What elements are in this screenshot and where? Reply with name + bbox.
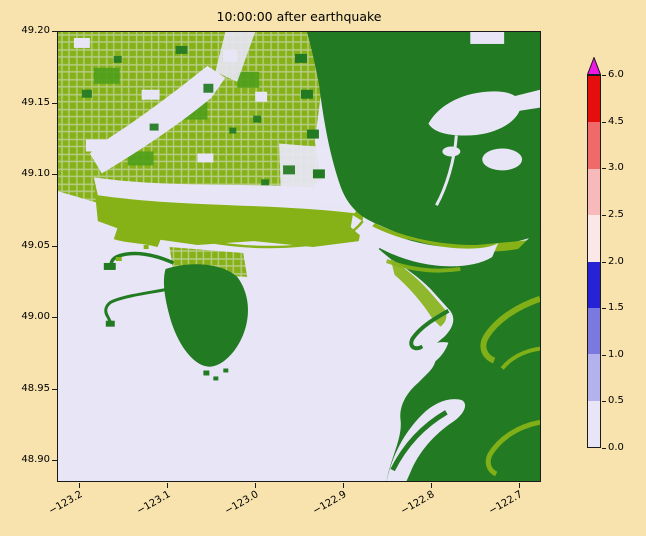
jetty-line-2	[104, 287, 170, 326]
colorbar-tick-mark	[602, 448, 606, 449]
y-axis-tick-label: 49.10	[21, 168, 50, 179]
southeast-highland-region	[378, 227, 540, 481]
y-tick-mark	[52, 174, 57, 175]
colorbar-segment	[588, 307, 600, 355]
y-tick-mark	[52, 317, 57, 318]
x-axis-tick-label: −123.0	[222, 489, 261, 518]
colorbar-tick-label: 4.5	[608, 116, 624, 127]
x-axis-tick-label: −122.7	[486, 489, 525, 518]
colorbar-segment	[588, 122, 600, 169]
river-channel	[89, 65, 226, 174]
colorbar-tick-mark	[602, 355, 606, 356]
colorbar-tick-label: 3.0	[608, 162, 624, 173]
y-axis-tick-label: 49.00	[21, 311, 50, 322]
colorbar-tick-label: 6.0	[608, 69, 624, 80]
jetty-line	[109, 251, 175, 268]
y-tick-mark	[52, 31, 57, 32]
harbor-region	[386, 399, 466, 481]
x-tick-mark	[343, 483, 344, 488]
colorbar-segment	[588, 215, 600, 262]
x-axis-tick-label: −123.1	[134, 489, 173, 518]
x-axis-tick-label: −122.8	[398, 489, 437, 518]
x-axis-tick-label: −122.9	[310, 489, 349, 518]
colorbar-tick-mark	[602, 215, 606, 216]
colorbar-tick-mark	[602, 75, 606, 76]
colorbar-tick-label: 1.0	[608, 349, 624, 360]
colorbar-segment	[588, 261, 600, 308]
flooded-patches	[73, 37, 268, 163]
y-axis-tick-label: 49.15	[21, 97, 50, 108]
y-axis-tick-label: 48.90	[21, 454, 50, 465]
spit-line	[409, 309, 450, 351]
plot-title: 10:00:00 after earthquake	[216, 9, 382, 24]
x-axis-tick-label: −123.2	[46, 489, 85, 518]
y-axis-tick-label: 49.05	[21, 240, 50, 251]
colorbar-segment	[588, 76, 600, 123]
colorbar-tick-mark	[602, 262, 606, 263]
colorbar-segment	[588, 400, 600, 447]
y-axis-tick-label: 48.95	[21, 383, 50, 394]
colorbar-tick-label: 1.5	[608, 302, 624, 313]
peninsula-region	[163, 264, 249, 367]
x-tick-mark	[255, 483, 256, 488]
x-tick-mark	[79, 483, 80, 488]
y-tick-mark	[52, 246, 57, 247]
island-specks	[115, 233, 295, 261]
park-patches	[81, 45, 296, 186]
colorbar	[587, 75, 601, 448]
inlet-region	[428, 91, 521, 136]
colorbar-tick-mark	[602, 122, 606, 123]
y-tick-mark	[52, 103, 57, 104]
colorbar-tick-mark	[602, 168, 606, 169]
colorbar-segment	[588, 354, 600, 401]
northeast-highland-region	[306, 32, 540, 248]
colorbar-tick-label: 0.5	[608, 395, 624, 406]
colorbar-tick-label: 2.0	[608, 256, 624, 267]
colorbar-tick-label: 2.5	[608, 209, 624, 220]
colorbar-tick-mark	[602, 401, 606, 402]
map-svg	[58, 32, 540, 481]
highland-edge-steps	[295, 53, 325, 179]
bay-shore-line	[205, 220, 364, 249]
mud-bay-region	[350, 215, 499, 267]
colorbar-tick-mark	[602, 308, 606, 309]
x-tick-mark	[431, 483, 432, 488]
colorbar-over-triangle	[587, 57, 601, 75]
x-tick-mark	[519, 483, 520, 488]
peninsula-tip-specks	[203, 368, 229, 381]
y-tick-mark	[52, 460, 57, 461]
colorbar-segment	[588, 168, 600, 216]
x-tick-mark	[167, 483, 168, 488]
y-tick-mark	[52, 389, 57, 390]
map-plot	[57, 31, 541, 482]
colorbar-tick-label: 0.0	[608, 442, 624, 453]
valley-streaks	[480, 295, 540, 477]
y-axis-tick-label: 49.20	[21, 25, 50, 36]
